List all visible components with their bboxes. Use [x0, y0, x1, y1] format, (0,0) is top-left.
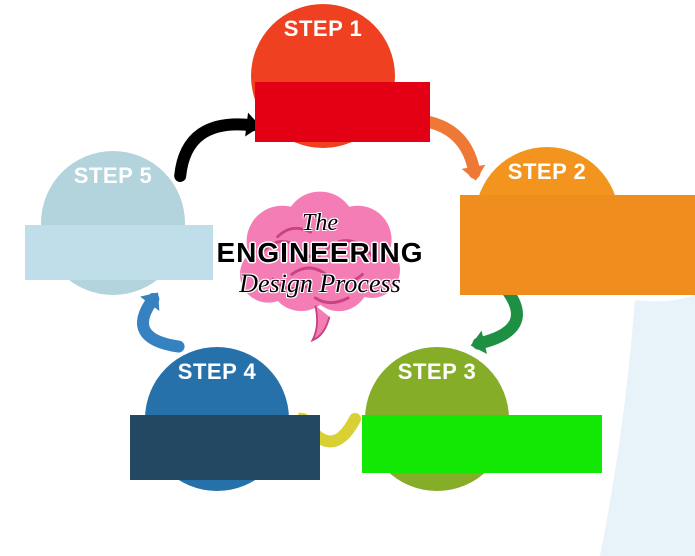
- step2-overlay: [460, 195, 695, 295]
- step5-overlay: [25, 225, 213, 280]
- step3-label: STEP 3: [392, 359, 482, 385]
- step4-overlay: [130, 415, 320, 480]
- step3-overlay: [362, 415, 602, 473]
- step1-label: STEP 1: [278, 16, 368, 42]
- step1-overlay: [255, 82, 430, 142]
- step4-label: STEP 4: [172, 359, 262, 385]
- center-title: The ENGINEERING Design Process: [210, 210, 430, 299]
- center-title-line-3: Design Process: [210, 269, 430, 299]
- diagram-canvas: STEP 1 STEP 2 STEP 3 STEP 4 STEP 5 The ENGIN…: [0, 0, 695, 556]
- center-title-line-1: The: [210, 210, 430, 237]
- step5-label: STEP 5: [68, 163, 158, 189]
- center-title-line-2: ENGINEERING: [210, 237, 430, 269]
- step2-label: STEP 2: [502, 159, 592, 185]
